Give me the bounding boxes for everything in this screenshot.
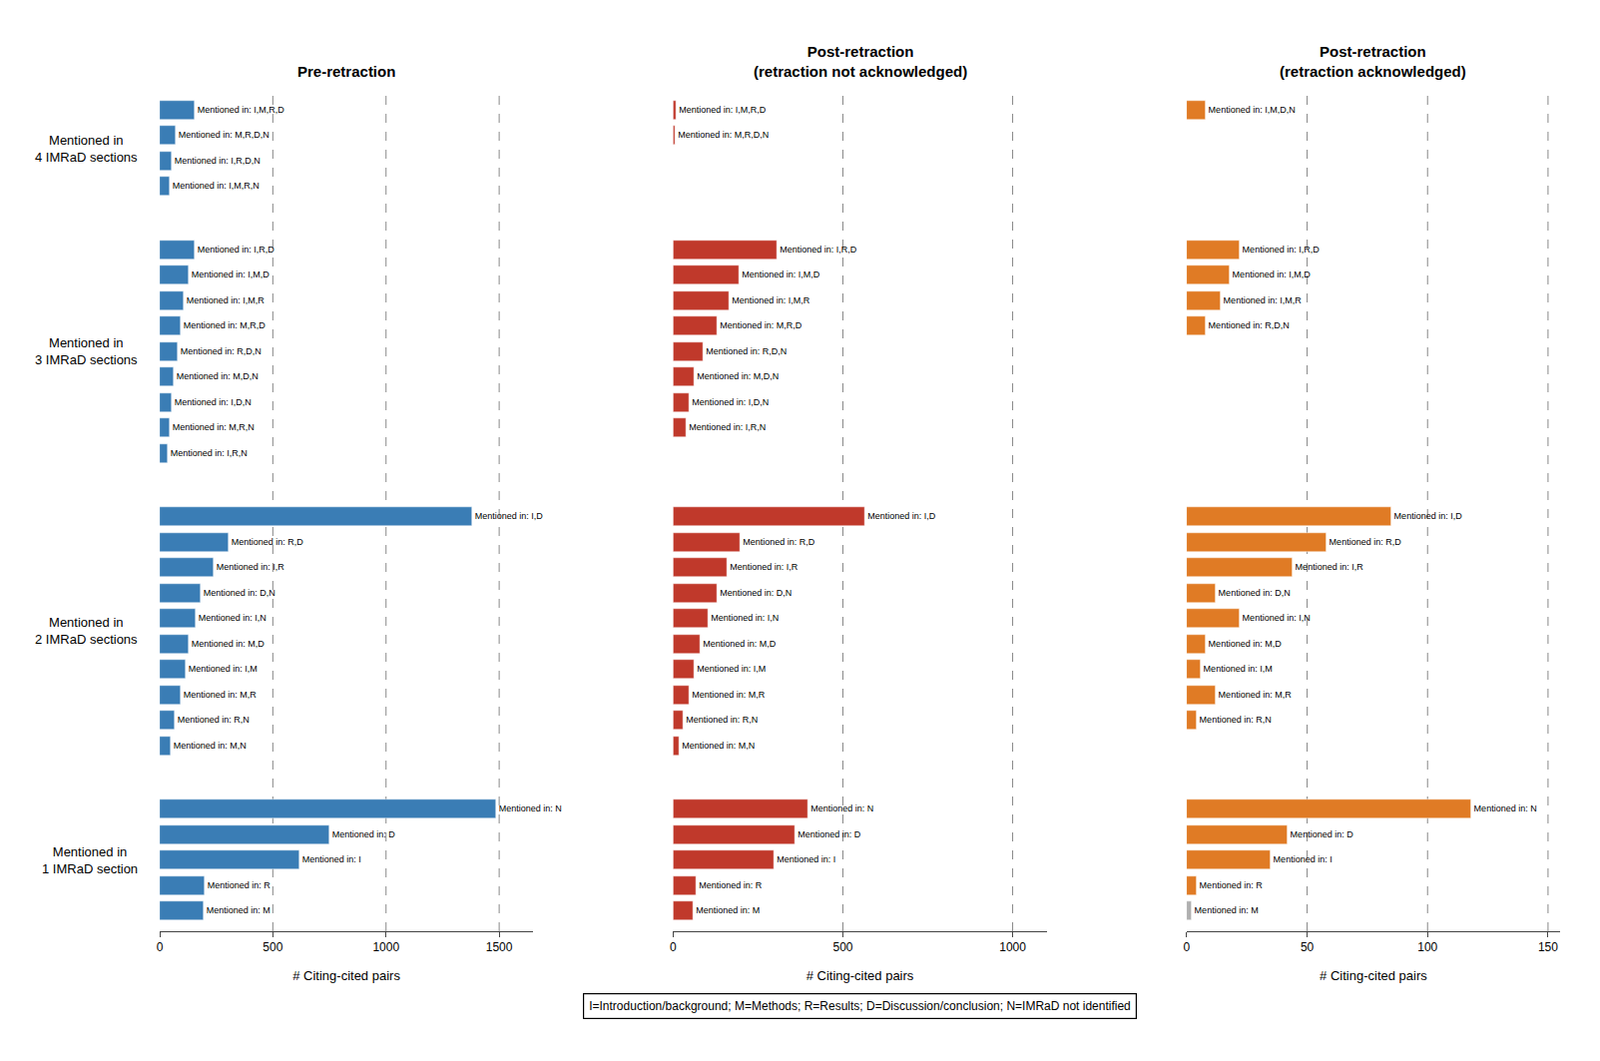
svg-text:500: 500 — [832, 940, 853, 955]
svg-text:Mentioned in: I,M: Mentioned in: I,M — [188, 663, 258, 674]
svg-text:Mentioned in: I,N: Mentioned in: I,N — [1242, 612, 1311, 623]
svg-text:Mentioned in: R: Mentioned in: R — [207, 880, 272, 891]
svg-text:# Citing-cited pairs: # Citing-cited pairs — [292, 968, 401, 984]
svg-text:Mentioned in: I,M,R,D: Mentioned in: I,M,R,D — [197, 104, 286, 115]
svg-text:Mentioned in: R,N: Mentioned in: R,N — [685, 714, 758, 725]
svg-text:150: 150 — [1538, 940, 1559, 955]
svg-text:0: 0 — [669, 940, 677, 955]
svg-text:Mentioned in: R,D: Mentioned in: R,D — [1329, 536, 1403, 547]
svg-text:Mentioned in: I,R: Mentioned in: I,R — [216, 561, 286, 572]
svg-text:Mentioned in: I,R: Mentioned in: I,R — [729, 561, 799, 572]
svg-text:Mentioned in1 IMRaD section: Mentioned in1 IMRaD section — [41, 844, 138, 877]
svg-text:Mentioned in: I,D,N: Mentioned in: I,D,N — [691, 397, 769, 408]
svg-text:Mentioned in: R,D: Mentioned in: R,D — [231, 536, 305, 547]
svg-text:1000: 1000 — [999, 940, 1027, 955]
svg-text:Mentioned in: M,D: Mentioned in: M,D — [1208, 638, 1283, 649]
svg-text:Mentioned in: I,N: Mentioned in: I,N — [710, 612, 779, 623]
svg-text:Mentioned in: M,R: Mentioned in: M,R — [1218, 689, 1293, 700]
svg-text:Mentioned in: D,N: Mentioned in: D,N — [203, 587, 276, 598]
svg-text:Mentioned in: D: Mentioned in: D — [797, 829, 862, 840]
svg-text:Pre-retraction: Pre-retraction — [297, 62, 396, 80]
svg-text:Mentioned in: M: Mentioned in: M — [206, 905, 271, 916]
svg-text:Mentioned in: M,R,N: Mentioned in: M,R,N — [172, 422, 255, 433]
svg-text:Mentioned in: D: Mentioned in: D — [1290, 829, 1355, 840]
svg-text:0: 0 — [1183, 940, 1191, 955]
svg-text:Mentioned in: M,R: Mentioned in: M,R — [691, 689, 766, 700]
svg-text:Mentioned in: D,N: Mentioned in: D,N — [719, 587, 792, 598]
svg-text:Mentioned in: M: Mentioned in: M — [695, 905, 760, 916]
svg-text:Post-retraction(retraction not: Post-retraction(retraction not acknowled… — [753, 42, 968, 80]
svg-text:Mentioned in: I,M,R: Mentioned in: I,M,R — [1223, 295, 1303, 306]
svg-text:Mentioned in: R,D: Mentioned in: R,D — [742, 536, 816, 547]
svg-text:Mentioned in: I,R,D,N: Mentioned in: I,R,D,N — [174, 155, 261, 166]
svg-text:Post-retraction(retraction ack: Post-retraction(retraction acknowledged) — [1279, 42, 1467, 80]
svg-text:Mentioned in: I,D,N: Mentioned in: I,D,N — [174, 397, 252, 408]
svg-text:Mentioned in: M,R: Mentioned in: M,R — [183, 689, 258, 700]
svg-text:Mentioned in: I,M: Mentioned in: I,M — [1203, 663, 1273, 674]
svg-text:Mentioned in: I,M,R: Mentioned in: I,M,R — [186, 295, 266, 306]
svg-text:Mentioned in: M,R,D,N: Mentioned in: M,R,D,N — [178, 129, 270, 140]
svg-text:500: 500 — [262, 940, 283, 955]
svg-text:Mentioned in: N: Mentioned in: N — [499, 803, 562, 814]
svg-text:I=Introduction/background; M=M: I=Introduction/background; M=Methods; R=… — [588, 999, 1131, 1014]
svg-text:Mentioned in: M,R,D: Mentioned in: M,R,D — [183, 320, 267, 331]
svg-text:Mentioned in: I,D: Mentioned in: I,D — [867, 511, 937, 522]
svg-text:Mentioned in: I: Mentioned in: I — [776, 854, 836, 865]
svg-text:Mentioned in: N: Mentioned in: N — [1474, 803, 1538, 814]
svg-text:Mentioned in: I,M,D,N: Mentioned in: I,M,D,N — [1208, 104, 1296, 115]
svg-text:Mentioned in: I: Mentioned in: I — [302, 854, 362, 865]
svg-text:Mentioned in: I,R,D: Mentioned in: I,R,D — [197, 244, 276, 255]
svg-text:Mentioned in: M,D: Mentioned in: M,D — [702, 638, 777, 649]
svg-text:Mentioned in: R,D,N: Mentioned in: R,D,N — [180, 346, 262, 357]
svg-text:100: 100 — [1417, 940, 1438, 955]
svg-text:Mentioned in: I,R,D: Mentioned in: I,R,D — [779, 244, 858, 255]
svg-text:Mentioned in: I,M,D: Mentioned in: I,M,D — [741, 269, 821, 280]
svg-text:Mentioned in: I,R,N: Mentioned in: I,R,N — [170, 448, 248, 459]
svg-text:Mentioned in: R,D,N: Mentioned in: R,D,N — [705, 346, 787, 357]
svg-text:Mentioned in: M,D: Mentioned in: M,D — [191, 638, 266, 649]
svg-text:Mentioned in: M,N: Mentioned in: M,N — [681, 740, 755, 751]
svg-text:Mentioned in: D,N: Mentioned in: D,N — [1218, 587, 1291, 598]
svg-text:Mentioned in: M: Mentioned in: M — [1194, 905, 1259, 916]
svg-text:Mentioned in: D: Mentioned in: D — [332, 829, 397, 840]
svg-text:Mentioned in: M,D,N: Mentioned in: M,D,N — [696, 371, 779, 382]
svg-text:# Citing-cited pairs: # Citing-cited pairs — [806, 968, 915, 984]
svg-text:Mentioned in: I,D: Mentioned in: I,D — [1394, 511, 1464, 522]
svg-text:Mentioned in: M,N: Mentioned in: M,N — [173, 740, 247, 751]
svg-text:Mentioned in: I: Mentioned in: I — [1273, 854, 1333, 865]
svg-text:Mentioned in: I,M,R,N: Mentioned in: I,M,R,N — [172, 180, 260, 191]
svg-text:Mentioned in: R,N: Mentioned in: R,N — [177, 714, 250, 725]
svg-text:Mentioned in: M,R,D,N: Mentioned in: M,R,D,N — [677, 129, 769, 140]
svg-text:Mentioned in: R: Mentioned in: R — [698, 880, 763, 891]
svg-text:Mentioned in3 IMRaD sections: Mentioned in3 IMRaD sections — [34, 335, 138, 368]
svg-text:Mentioned in: I,M,R,D: Mentioned in: I,M,R,D — [678, 104, 767, 115]
svg-text:Mentioned in: R: Mentioned in: R — [1199, 880, 1264, 891]
svg-text:Mentioned in: R,D,N: Mentioned in: R,D,N — [1208, 320, 1290, 331]
svg-text:Mentioned in: I,R,D: Mentioned in: I,R,D — [1242, 244, 1321, 255]
svg-text:# Citing-cited pairs: # Citing-cited pairs — [1319, 968, 1428, 984]
svg-text:1000: 1000 — [372, 940, 400, 955]
svg-text:Mentioned in: N: Mentioned in: N — [810, 803, 874, 814]
svg-text:Mentioned in2 IMRaD sections: Mentioned in2 IMRaD sections — [34, 614, 138, 647]
svg-text:Mentioned in: I,D: Mentioned in: I,D — [475, 511, 544, 522]
svg-text:Mentioned in: I,N: Mentioned in: I,N — [198, 612, 267, 623]
svg-text:Mentioned in4 IMRaD sections: Mentioned in4 IMRaD sections — [34, 132, 138, 165]
svg-text:0: 0 — [156, 940, 164, 955]
svg-text:Mentioned in: I,R,N: Mentioned in: I,R,N — [688, 422, 766, 433]
svg-text:1500: 1500 — [486, 940, 514, 955]
svg-text:Mentioned in: I,M,D: Mentioned in: I,M,D — [191, 269, 271, 280]
svg-text:Mentioned in: M,D,N: Mentioned in: M,D,N — [176, 371, 259, 382]
svg-text:Mentioned in: I,R: Mentioned in: I,R — [1295, 561, 1365, 572]
svg-text:Mentioned in: I,M,R: Mentioned in: I,M,R — [731, 295, 811, 306]
svg-text:Mentioned in: I,M: Mentioned in: I,M — [696, 663, 766, 674]
svg-text:Mentioned in: I,M,D: Mentioned in: I,M,D — [1232, 269, 1312, 280]
svg-text:Mentioned in: M,R,D: Mentioned in: M,R,D — [719, 320, 803, 331]
svg-text:Mentioned in: R,N: Mentioned in: R,N — [1199, 714, 1272, 725]
svg-text:50: 50 — [1300, 940, 1315, 955]
